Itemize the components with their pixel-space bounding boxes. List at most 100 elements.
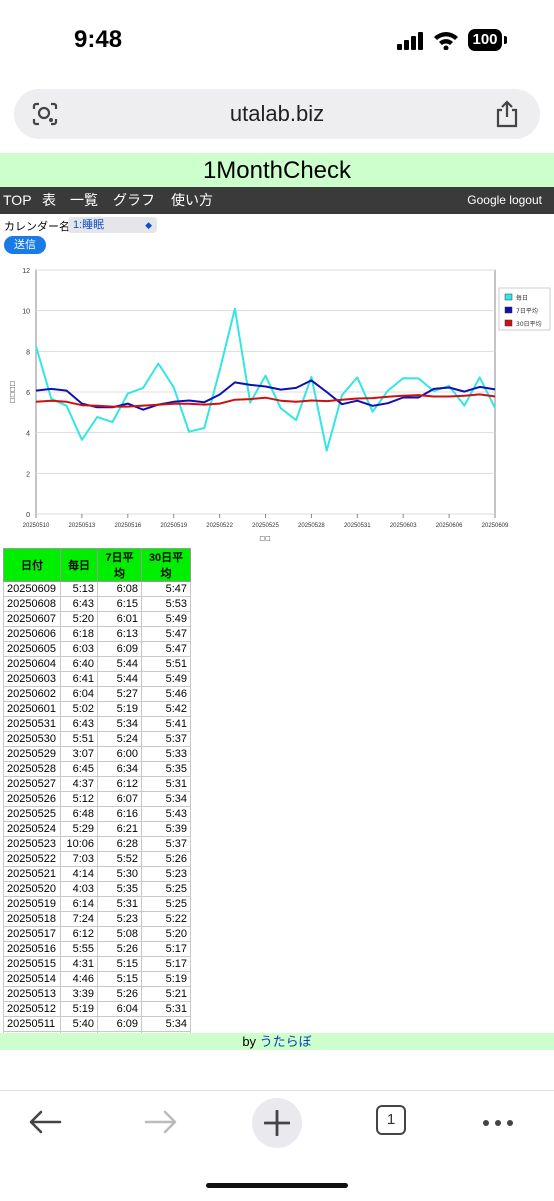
address-bar[interactable]: utalab.biz bbox=[14, 89, 540, 139]
cell-30day: 5:17 bbox=[141, 956, 191, 972]
x-axis-label: □□ bbox=[259, 535, 270, 542]
nav-graph[interactable]: グラフ bbox=[113, 192, 155, 208]
cell-daily: 6:40 bbox=[60, 656, 98, 672]
col-header-date: 日付 bbox=[3, 548, 61, 582]
cell-30day: 5:35 bbox=[141, 761, 191, 777]
x-tick-label: 20250510 bbox=[23, 523, 50, 529]
table-row: 20250518 7:24 5:23 5:22 bbox=[3, 911, 191, 927]
cell-30day: 5:47 bbox=[141, 581, 191, 597]
table-row: 20250513 3:39 5:26 5:21 bbox=[3, 986, 191, 1002]
new-tab-button[interactable] bbox=[252, 1098, 302, 1148]
cell-30day: 5:51 bbox=[141, 656, 191, 672]
col-header-daily: 毎日 bbox=[60, 548, 98, 582]
cell-date: 20250519 bbox=[3, 896, 61, 912]
cell-30day: 5:22 bbox=[141, 911, 191, 927]
forward-arrow-icon[interactable] bbox=[144, 1109, 178, 1135]
footer-link[interactable]: うたらぼ bbox=[259, 1034, 312, 1049]
cell-date: 20250605 bbox=[3, 641, 61, 657]
google-logout-link[interactable]: Google logout bbox=[467, 193, 542, 207]
nav-table[interactable]: 表 bbox=[42, 192, 56, 208]
cell-7day: 6:09 bbox=[97, 1016, 142, 1032]
cell-30day: 5:37 bbox=[141, 731, 191, 747]
cell-date: 20250524 bbox=[3, 821, 61, 837]
table-row: 20250515 4:31 5:15 5:17 bbox=[3, 956, 191, 972]
cell-date: 20250531 bbox=[3, 716, 61, 732]
table-row: 20250529 3:07 6:00 5:33 bbox=[3, 746, 191, 762]
cell-7day: 6:21 bbox=[97, 821, 142, 837]
share-icon[interactable] bbox=[494, 100, 520, 128]
cell-30day: 5:19 bbox=[141, 971, 191, 987]
cell-daily: 6:04 bbox=[60, 686, 98, 702]
cell-date: 20250528 bbox=[3, 761, 61, 777]
table-header-row: 日付 毎日 7日平均 30日平均 bbox=[3, 548, 191, 582]
back-arrow-icon[interactable] bbox=[28, 1109, 62, 1135]
page-scan-icon[interactable] bbox=[32, 102, 58, 126]
cell-daily: 7:03 bbox=[60, 851, 98, 867]
cell-daily: 5:40 bbox=[60, 1016, 98, 1032]
y-axis-label: □□□□ bbox=[9, 381, 16, 404]
y-tick-label: 8 bbox=[26, 349, 30, 356]
cell-7day: 5:24 bbox=[97, 731, 142, 747]
page-title: 1MonthCheck bbox=[0, 153, 554, 187]
cell-date: 20250512 bbox=[3, 1001, 61, 1017]
cell-30day: 5:25 bbox=[141, 881, 191, 897]
cell-daily: 5:29 bbox=[60, 821, 98, 837]
table-row: 20250528 6:45 6:34 5:35 bbox=[3, 761, 191, 777]
cell-daily: 6:41 bbox=[60, 671, 98, 687]
table-row: 20250512 5:19 6:04 5:31 bbox=[3, 1001, 191, 1017]
table-row: 20250522 7:03 5:52 5:26 bbox=[3, 851, 191, 867]
nav-howto[interactable]: 使い方 bbox=[171, 192, 213, 208]
cell-7day: 6:34 bbox=[97, 761, 142, 777]
cell-7day: 5:26 bbox=[97, 941, 142, 957]
url-text[interactable]: utalab.biz bbox=[229, 101, 325, 126]
cell-date: 20250517 bbox=[3, 926, 61, 942]
cell-date: 20250604 bbox=[3, 656, 61, 672]
cell-date: 20250608 bbox=[3, 596, 61, 612]
cell-daily: 6:03 bbox=[60, 641, 98, 657]
cell-7day: 6:07 bbox=[97, 791, 142, 807]
nav-top[interactable]: TOP bbox=[3, 192, 32, 208]
cell-date: 20250513 bbox=[3, 986, 61, 1002]
table-row: 20250606 6:18 6:13 5:47 bbox=[3, 626, 191, 642]
tab-switcher-button[interactable]: 1 bbox=[376, 1105, 406, 1135]
cell-30day: 5:25 bbox=[141, 896, 191, 912]
more-menu-icon[interactable] bbox=[482, 1119, 514, 1127]
cell-date: 20250522 bbox=[3, 851, 61, 867]
cell-date: 20250525 bbox=[3, 806, 61, 822]
cell-date: 20250516 bbox=[3, 941, 61, 957]
table-row: 20250531 6:43 5:34 5:41 bbox=[3, 716, 191, 732]
cell-7day: 5:31 bbox=[97, 896, 142, 912]
cell-daily: 6:18 bbox=[60, 626, 98, 642]
table-row: 20250519 6:14 5:31 5:25 bbox=[3, 896, 191, 912]
cell-daily: 4:03 bbox=[60, 881, 98, 897]
cell-30day: 5:49 bbox=[141, 611, 191, 627]
calendar-select[interactable]: 1:睡眠 ◆ bbox=[68, 217, 157, 233]
y-tick-label: 10 bbox=[22, 309, 30, 316]
cell-30day: 5:21 bbox=[141, 986, 191, 1002]
cell-daily: 3:07 bbox=[60, 746, 98, 762]
cell-daily: 5:55 bbox=[60, 941, 98, 957]
cell-date: 20250529 bbox=[3, 746, 61, 762]
calendar-label: カレンダー名 bbox=[4, 221, 70, 233]
cell-7day: 6:13 bbox=[97, 626, 142, 642]
status-time: 9:48 bbox=[74, 26, 123, 53]
cell-7day: 6:04 bbox=[97, 1001, 142, 1017]
x-tick-label: 20250516 bbox=[114, 523, 141, 529]
cell-30day: 5:47 bbox=[141, 626, 191, 642]
data-table: 日付 毎日 7日平均 30日平均 20250609 5:13 6:08 5:47 202… bbox=[3, 548, 191, 1047]
cell-daily: 10:06 bbox=[60, 836, 98, 852]
y-tick-label: 12 bbox=[22, 268, 30, 275]
col-header-7day: 7日平均 bbox=[97, 548, 142, 582]
table-row: 20250516 5:55 5:26 5:17 bbox=[3, 941, 191, 957]
x-tick-label: 20250603 bbox=[390, 523, 417, 529]
cell-daily: 6:45 bbox=[60, 761, 98, 777]
cell-daily: 6:14 bbox=[60, 896, 98, 912]
x-tick-label: 20250522 bbox=[206, 523, 233, 529]
cell-30day: 5:26 bbox=[141, 851, 191, 867]
cell-30day: 5:43 bbox=[141, 806, 191, 822]
cell-30day: 5:33 bbox=[141, 746, 191, 762]
cell-7day: 5:27 bbox=[97, 686, 142, 702]
nav-list[interactable]: 一覧 bbox=[70, 192, 98, 208]
submit-button[interactable]: 送信 bbox=[4, 236, 46, 254]
cell-30day: 5:31 bbox=[141, 776, 191, 792]
